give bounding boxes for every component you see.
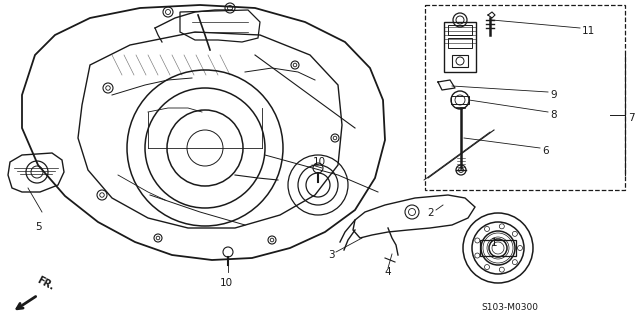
Text: 10: 10 <box>220 278 233 288</box>
Text: 11: 11 <box>582 26 595 36</box>
Text: 2: 2 <box>427 208 434 218</box>
Bar <box>444 22 476 72</box>
Text: 4: 4 <box>384 267 390 277</box>
Bar <box>451 96 469 104</box>
Text: 6: 6 <box>542 146 548 156</box>
Bar <box>452 55 468 67</box>
Text: FR.: FR. <box>35 275 56 292</box>
Text: 7: 7 <box>628 113 635 123</box>
Text: 9: 9 <box>550 90 557 100</box>
Bar <box>425 5 625 190</box>
Bar <box>448 38 472 48</box>
Bar <box>480 240 516 256</box>
Text: S103-M0300: S103-M0300 <box>481 303 538 312</box>
Text: 10: 10 <box>313 157 326 167</box>
Bar <box>448 25 472 35</box>
Text: 1: 1 <box>491 238 498 248</box>
Text: 8: 8 <box>550 110 557 120</box>
Text: 3: 3 <box>328 250 335 260</box>
Text: 5: 5 <box>35 222 42 232</box>
